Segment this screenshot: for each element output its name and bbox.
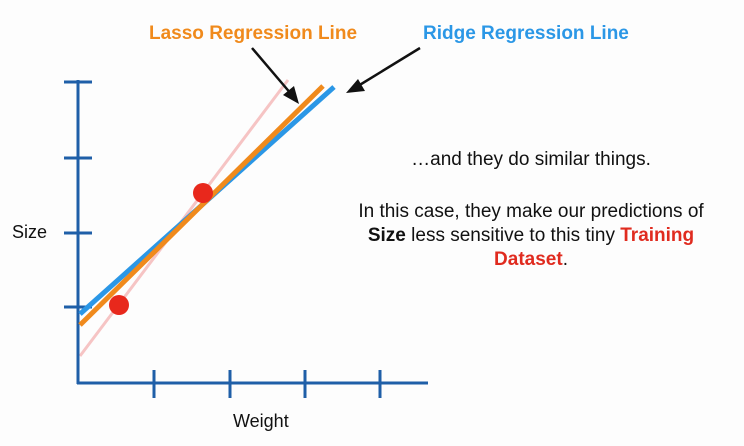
training-point [193, 183, 213, 203]
x-axis-label: Weight [233, 411, 289, 431]
caption-line1: …and they do similar things. [411, 149, 651, 170]
caption-explanation: In this case, they make our predictions … [318, 200, 744, 272]
caption-line2-part2: less sensitive to this tiny [405, 225, 621, 246]
caption-period: . [562, 249, 568, 270]
caption-size-word: Size [367, 225, 406, 246]
caption-dataset-word: Dataset [494, 249, 563, 270]
lasso-line-label: Lasso Regression Line [149, 23, 357, 44]
ridge-line-label: Ridge Regression Line [423, 23, 629, 44]
ridge-arrow [346, 46, 421, 93]
caption-line2-part1: In this case, they make our predictions … [358, 201, 704, 222]
caption-training-word: Training [620, 225, 695, 246]
training-point [109, 295, 129, 315]
y-axis-label: Size [12, 222, 47, 242]
lasso-arrow [251, 47, 299, 104]
lasso-regression-line [78, 84, 325, 327]
caption-similar-things: …and they do similar things. [318, 148, 744, 172]
